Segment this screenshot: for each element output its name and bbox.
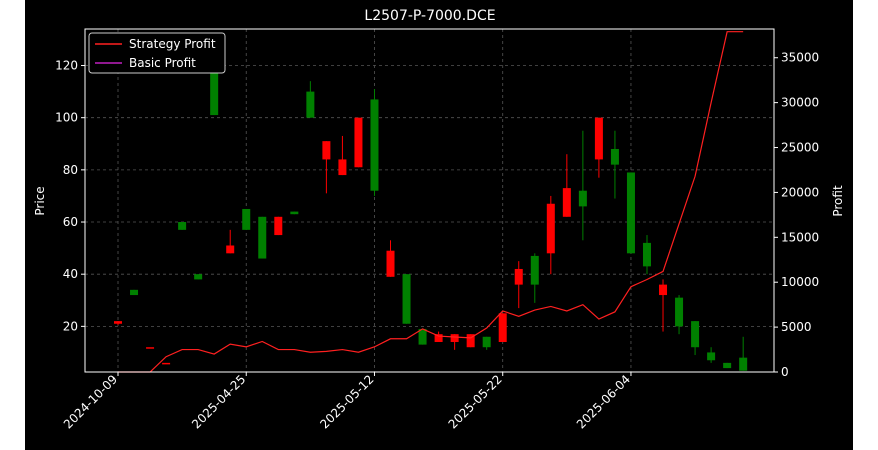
- y-right-tick-label: 0: [781, 365, 789, 379]
- candle-body: [370, 99, 379, 191]
- plot-frame: [84, 28, 775, 373]
- candle-body: [739, 357, 748, 371]
- candle-body: [514, 268, 523, 285]
- legend-basic-label: Basic Profit: [129, 56, 196, 70]
- y-right-tick-label: 25000: [781, 141, 819, 155]
- y-right-tick-label: 15000: [781, 230, 819, 244]
- candle-body: [482, 336, 491, 348]
- line-layer: [118, 31, 744, 373]
- legend-strategy-label: Strategy Profit: [129, 37, 216, 51]
- y-left-tick-label: 80: [63, 163, 78, 177]
- candle-body: [626, 172, 635, 254]
- candle-body: [162, 362, 171, 365]
- candle-body: [178, 222, 187, 230]
- y-axis-left-label: Price: [33, 186, 47, 215]
- y-right-tick-label: 35000: [781, 51, 819, 65]
- legend-box: [88, 32, 226, 74]
- candle-body: [594, 117, 603, 160]
- candle-body: [386, 250, 395, 277]
- candle-body: [210, 34, 219, 116]
- chart-title: L2507-P-7000.DCE: [364, 8, 495, 24]
- candle-body: [402, 274, 411, 324]
- candle-body: [194, 274, 203, 280]
- candle-body: [226, 245, 235, 254]
- candle-body: [707, 352, 716, 361]
- candle-body: [530, 255, 539, 285]
- candle-body: [610, 148, 619, 165]
- candle-body: [114, 321, 122, 324]
- candle-layer: [114, 34, 748, 371]
- candle-body: [354, 117, 363, 168]
- candle-body: [642, 242, 651, 267]
- candle-body: [290, 211, 299, 215]
- candle-body: [130, 289, 139, 296]
- candle-body: [338, 159, 347, 176]
- plot-background: [25, 0, 853, 450]
- y-left-tick-label: 20: [63, 319, 78, 333]
- candle-body: [418, 328, 427, 345]
- candle-body: [258, 216, 267, 259]
- strategy-profit-line: [118, 31, 744, 373]
- y-axis-right-label: Profit: [831, 185, 845, 217]
- candle-body: [578, 190, 587, 207]
- candle-body: [675, 297, 684, 327]
- candle-body: [723, 362, 732, 369]
- y-right-tick-label: 10000: [781, 275, 819, 289]
- candle-body: [450, 334, 459, 343]
- y-right-tick-label: 5000: [781, 320, 812, 334]
- candle-body: [659, 284, 668, 296]
- y-left-tick-label: 60: [63, 215, 78, 229]
- candle-body: [434, 334, 443, 343]
- candle-body: [322, 141, 331, 160]
- candle-body: [498, 313, 507, 343]
- candle-body: [562, 188, 571, 217]
- candle-body: [691, 321, 700, 348]
- legend: Strategy Profit Basic Profit: [88, 32, 226, 74]
- y-left-tick-label: 40: [63, 267, 78, 281]
- y-left-tick-label: 100: [55, 111, 78, 125]
- candle-body: [242, 208, 251, 230]
- candle-body: [466, 334, 475, 348]
- candle-body: [306, 91, 315, 118]
- candle-body: [546, 203, 555, 254]
- candle-body: [274, 216, 283, 236]
- y-right-tick-label: 20000: [781, 185, 819, 199]
- y-right-tick-label: 30000: [781, 96, 819, 110]
- y-left-tick-label: 120: [55, 59, 78, 73]
- candle-body: [146, 347, 155, 349]
